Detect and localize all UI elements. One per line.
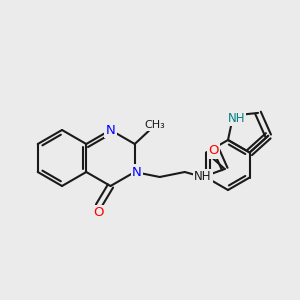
Text: CH₃: CH₃ — [144, 120, 165, 130]
Text: NH: NH — [227, 112, 245, 125]
Text: NH: NH — [194, 170, 211, 184]
Text: O: O — [93, 206, 104, 220]
Text: N: N — [132, 166, 142, 178]
Text: O: O — [208, 145, 219, 158]
Text: N: N — [106, 124, 116, 136]
